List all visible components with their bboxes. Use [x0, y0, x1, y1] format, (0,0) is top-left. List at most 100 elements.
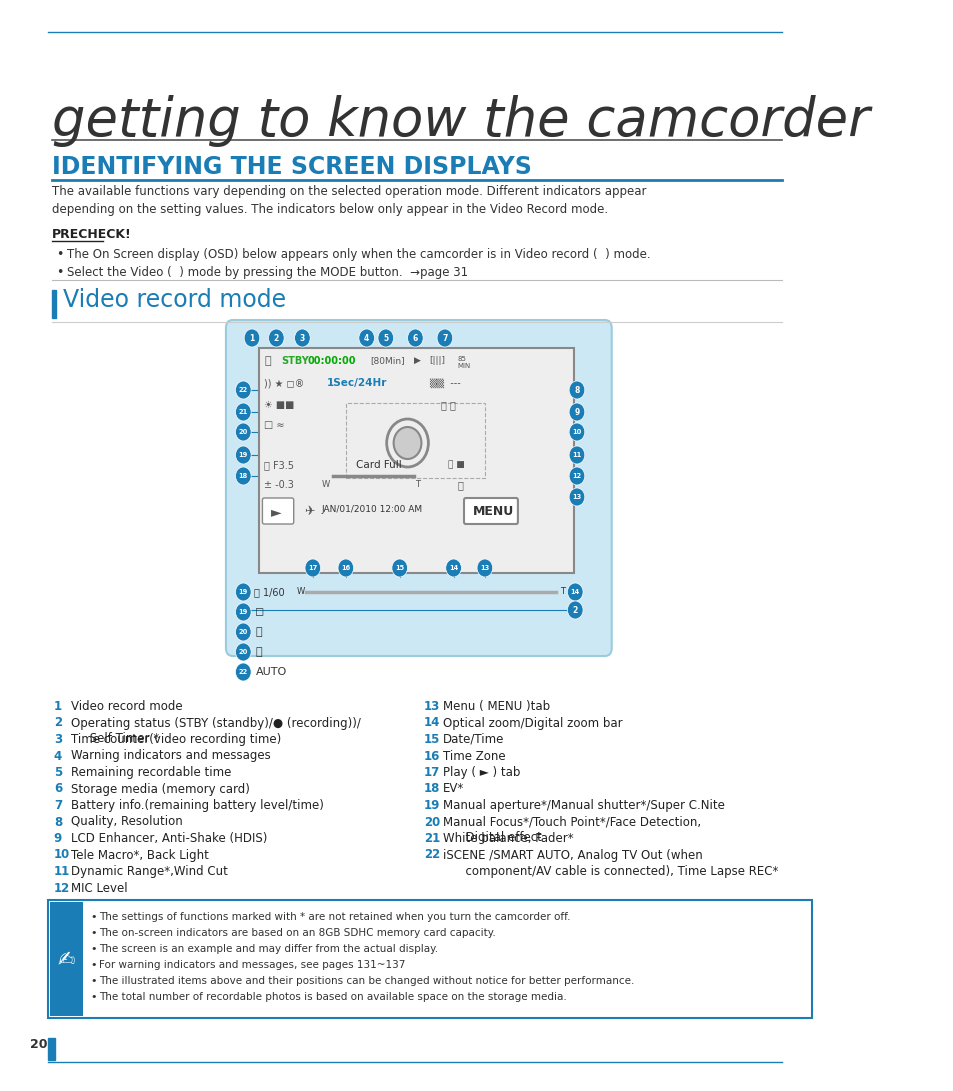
Text: iSCENE /SMART AUTO, Analog TV Out (when
      component/AV cable is connected), : iSCENE /SMART AUTO, Analog TV Out (when … — [443, 849, 778, 877]
Text: ▒▒  ---: ▒▒ --- — [429, 377, 460, 388]
Text: •: • — [91, 928, 97, 938]
Text: [|||]: [|||] — [429, 356, 445, 365]
Circle shape — [377, 329, 394, 347]
Text: 7: 7 — [442, 334, 447, 343]
Circle shape — [407, 329, 423, 347]
Text: •: • — [56, 266, 64, 279]
Text: ✍: ✍ — [57, 949, 74, 969]
Text: White balance, Fader*: White balance, Fader* — [443, 832, 573, 846]
Text: Manual aperture*/Manual shutter*/Super C.Nite: Manual aperture*/Manual shutter*/Super C… — [443, 799, 724, 812]
Text: □ ≈: □ ≈ — [264, 420, 284, 430]
Circle shape — [392, 559, 407, 577]
Text: 21: 21 — [423, 832, 440, 846]
Text: Manual Focus*/Touch Point*/Face Detection,
      Digital effect: Manual Focus*/Touch Point*/Face Detectio… — [443, 815, 700, 844]
Text: 🔄: 🔄 — [255, 627, 262, 637]
Circle shape — [235, 583, 251, 601]
Text: 9: 9 — [53, 832, 62, 846]
Text: AUTO: AUTO — [255, 667, 287, 678]
Circle shape — [476, 559, 492, 577]
FancyBboxPatch shape — [262, 497, 294, 524]
Text: 7: 7 — [53, 799, 62, 812]
Text: Optical zoom/Digital zoom bar: Optical zoom/Digital zoom bar — [443, 717, 622, 730]
Text: 1: 1 — [249, 334, 254, 343]
Circle shape — [445, 559, 461, 577]
Text: LCD Enhancer, Anti-Shake (HDIS): LCD Enhancer, Anti-Shake (HDIS) — [71, 832, 268, 846]
Circle shape — [567, 583, 582, 601]
Text: The On Screen display (OSD) below appears only when the camcorder is in Video re: The On Screen display (OSD) below appear… — [67, 248, 650, 261]
Text: Tele Macro*, Back Light: Tele Macro*, Back Light — [71, 849, 209, 862]
Text: 5: 5 — [53, 766, 62, 779]
Bar — [50, 902, 83, 1016]
Text: PRECHECK!: PRECHECK! — [52, 228, 132, 241]
Bar — [52, 290, 56, 317]
Circle shape — [294, 329, 310, 347]
Text: 20: 20 — [423, 815, 440, 828]
Text: The illustrated items above and their positions can be changed without notice fo: The illustrated items above and their po… — [99, 976, 634, 986]
Bar — [48, 1038, 54, 1060]
Circle shape — [394, 427, 421, 459]
Text: Select the Video (  ) mode by pressing the MODE button.  →page 31: Select the Video ( ) mode by pressing th… — [67, 266, 468, 279]
Text: IDENTIFYING THE SCREEN DISPLAYS: IDENTIFYING THE SCREEN DISPLAYS — [52, 155, 532, 179]
Text: 19: 19 — [238, 589, 248, 595]
Text: 12: 12 — [53, 882, 71, 895]
Text: Play ( ► ) tab: Play ( ► ) tab — [443, 766, 520, 779]
Text: 21: 21 — [238, 409, 248, 415]
Circle shape — [569, 446, 584, 464]
Text: ± -0.3: ± -0.3 — [264, 480, 294, 490]
Text: Warning indicators and messages: Warning indicators and messages — [71, 750, 271, 763]
Text: 9: 9 — [574, 408, 579, 417]
Text: •: • — [91, 960, 97, 970]
Text: Storage media (memory card): Storage media (memory card) — [71, 782, 250, 795]
Text: 13: 13 — [479, 565, 489, 571]
Text: MIC Level: MIC Level — [71, 882, 128, 895]
Circle shape — [567, 601, 582, 619]
Text: Battery info.(remaining battery level/time): Battery info.(remaining battery level/ti… — [71, 799, 324, 812]
Text: 14: 14 — [423, 717, 440, 730]
Text: 12: 12 — [572, 473, 581, 479]
Text: Video record mode: Video record mode — [71, 700, 183, 714]
Text: STBY: STBY — [281, 356, 309, 365]
Text: 📷 F3.5: 📷 F3.5 — [264, 460, 294, 470]
FancyBboxPatch shape — [226, 320, 611, 656]
Text: 17: 17 — [423, 766, 440, 779]
Text: W: W — [297, 587, 305, 596]
Circle shape — [235, 643, 251, 661]
Text: 6: 6 — [53, 782, 62, 795]
Text: 20: 20 — [30, 1038, 47, 1051]
Text: 10: 10 — [572, 429, 581, 435]
Text: 18: 18 — [423, 782, 440, 795]
Text: 🎥: 🎥 — [264, 356, 271, 365]
Text: Quality, Resolution: Quality, Resolution — [71, 815, 183, 828]
Text: 6: 6 — [413, 334, 417, 343]
Text: 10: 10 — [53, 849, 71, 862]
Text: ✈: ✈ — [304, 505, 314, 518]
Text: •: • — [91, 944, 97, 954]
Text: •: • — [91, 976, 97, 986]
Text: 📷: 📷 — [255, 647, 262, 657]
Text: MENU: MENU — [472, 505, 514, 518]
Text: 85
MIN: 85 MIN — [456, 356, 470, 369]
Text: 20: 20 — [238, 649, 248, 655]
Circle shape — [235, 446, 251, 464]
Circle shape — [235, 663, 251, 681]
Text: 11: 11 — [572, 452, 581, 458]
Circle shape — [235, 423, 251, 441]
Text: 3: 3 — [299, 334, 305, 343]
Text: 8: 8 — [574, 385, 579, 395]
Text: 4: 4 — [364, 334, 369, 343]
Text: 18: 18 — [238, 473, 248, 479]
Text: 20: 20 — [238, 630, 248, 635]
Text: 00:00:00: 00:00:00 — [307, 356, 355, 365]
Circle shape — [235, 623, 251, 642]
Bar — [48, 900, 812, 1018]
Text: 🔒: 🔒 — [456, 480, 462, 490]
Circle shape — [235, 603, 251, 621]
Text: 22: 22 — [238, 669, 248, 675]
Text: 14: 14 — [570, 589, 579, 595]
Text: The screen is an example and may differ from the actual display.: The screen is an example and may differ … — [99, 944, 437, 954]
Text: Remaining recordable time: Remaining recordable time — [71, 766, 232, 779]
Text: 1Sec/24Hr: 1Sec/24Hr — [326, 377, 387, 388]
Circle shape — [358, 329, 375, 347]
Text: 1: 1 — [53, 700, 62, 714]
Circle shape — [569, 488, 584, 506]
